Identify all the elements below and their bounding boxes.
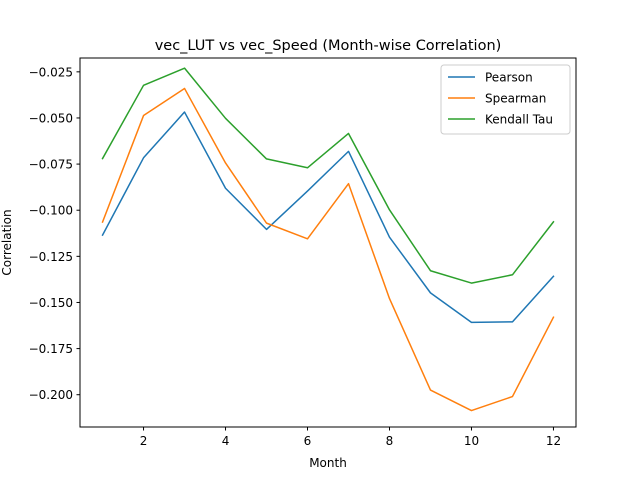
legend-box xyxy=(440,64,571,135)
x-tick-label: 2 xyxy=(140,434,148,448)
x-tick-label: 4 xyxy=(222,434,230,448)
legend-label-kendall-tau: Kendall Tau xyxy=(485,113,553,127)
y-tick-label: −0.200 xyxy=(29,388,73,402)
y-axis: −0.025 −0.050 −0.075 −0.100 −0.125 −0.150 −0.1… xyxy=(29,65,80,402)
series-line-pearson xyxy=(101,111,555,324)
y-tick-label: −0.075 xyxy=(29,158,73,172)
y-tick-label: −0.150 xyxy=(29,296,73,310)
plot-frame xyxy=(79,57,577,428)
y-tick-label: −0.050 xyxy=(29,111,73,125)
y-tick-label: −0.025 xyxy=(29,65,73,79)
x-axis-label: Month xyxy=(309,456,347,470)
legend-label-pearson: Pearson xyxy=(485,71,533,85)
series-lines xyxy=(101,67,555,412)
y-tick-label: −0.175 xyxy=(29,342,73,356)
x-tick-label: 10 xyxy=(464,434,479,448)
y-tick-label: −0.100 xyxy=(29,204,73,218)
legend-label-spearman: Spearman xyxy=(485,92,546,106)
y-axis-label: Correlation xyxy=(0,209,14,275)
legend: Pearson Spearman Kendall Tau xyxy=(440,64,571,135)
series-line-spearman xyxy=(101,87,555,412)
x-tick-label: 6 xyxy=(304,434,312,448)
x-axis: 2 4 6 8 10 12 xyxy=(140,427,561,448)
x-tick-label: 8 xyxy=(386,434,394,448)
series-line-kendall-tau xyxy=(101,67,555,284)
chart-title: vec_LUT vs vec_Speed (Month-wise Correla… xyxy=(155,38,502,54)
y-tick-label: −0.125 xyxy=(29,250,73,264)
x-tick-label: 12 xyxy=(546,434,561,448)
